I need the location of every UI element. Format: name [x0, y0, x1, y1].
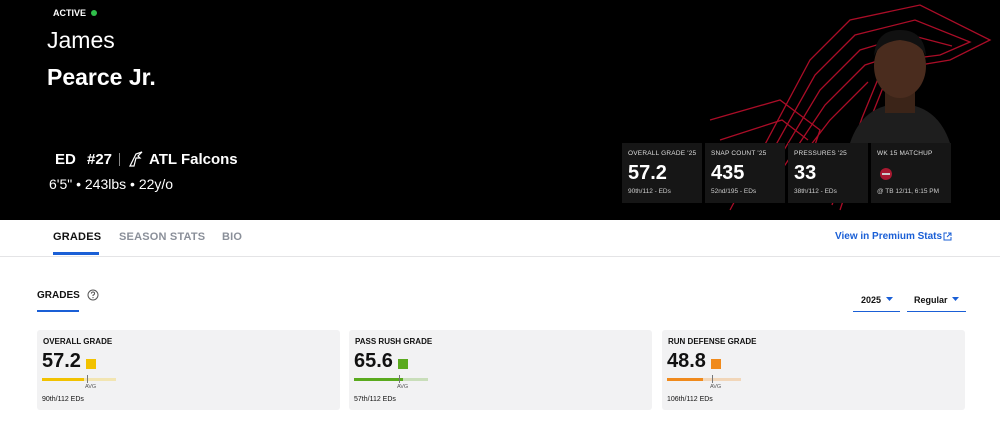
team-name: ATL Falcons [149, 151, 238, 168]
grade-card: RUN DEFENSE GRADE 48.8 AVG 106th/112 EDs [662, 330, 965, 410]
stat-rank: 38th/112 - EDs [794, 188, 837, 195]
type-dropdown[interactable]: Regular [907, 294, 966, 312]
average-label: AVG [85, 384, 97, 390]
last-name: Pearce Jr. [47, 64, 156, 90]
bio-line: 6'5" • 243lbs • 22y/o [49, 176, 174, 192]
status-dot [91, 10, 97, 16]
stat-rank: 90th/112 - EDs [628, 188, 671, 195]
team-logo [129, 151, 143, 167]
status: ACTIVE [53, 8, 87, 18]
stat-label: PRESSURES '25 [794, 150, 847, 157]
separator [119, 153, 120, 166]
section-title: GRADES [37, 290, 80, 301]
stat-value: 435 [711, 162, 745, 184]
tab[interactable]: SEASON STATS [119, 231, 206, 243]
dropdown-value: 2025 [861, 295, 882, 305]
grade-card: PASS RUSH GRADE 65.6 AVG 57th/112 EDs [349, 330, 652, 410]
grade-bar-fill [354, 378, 403, 381]
stat-value: 57.2 [628, 162, 667, 184]
grade-bar-fill [42, 378, 85, 381]
player-header: ACTIVE James Pearce Jr. ED #27 ATL Falco… [0, 0, 1000, 220]
grade-card: OVERALL GRADE 57.2 AVG 90th/112 EDs [37, 330, 340, 410]
grade-bar-track [354, 378, 428, 381]
average-marker [87, 375, 88, 383]
tab[interactable]: BIO [222, 231, 243, 243]
stat-card: PRESSURES '25 33 38th/112 - EDs [788, 143, 868, 203]
average-label: AVG [397, 384, 409, 390]
player-photo [850, 30, 950, 143]
caret [952, 297, 959, 301]
team-logo-background [709, 4, 992, 211]
grade-color-square [711, 359, 721, 369]
premium-link[interactable]: View in Premium Stats [835, 231, 943, 242]
average-marker [399, 375, 400, 383]
section-underline [37, 310, 79, 312]
grade-value: 48.8 [667, 350, 706, 372]
grade-bar-track [667, 378, 741, 381]
stat-card: OVERALL GRADE '25 57.2 90th/112 - EDs [622, 143, 702, 203]
external-icon [943, 232, 952, 241]
stat-card: WK 15 MATCHUP @ TB 12/11, 6:15 PM [871, 143, 951, 203]
stat-value: 33 [794, 162, 817, 184]
caret [886, 297, 893, 301]
stat-label: WK 15 MATCHUP [877, 150, 933, 157]
grade-title: OVERALL GRADE [43, 337, 113, 346]
season-dropdown[interactable]: 2025 [853, 294, 900, 312]
grade-rank: 90th/112 EDs [42, 396, 84, 403]
matchup-detail: @ TB 12/11, 6:15 PM [877, 188, 940, 195]
average-marker [712, 375, 713, 383]
stat-card: SNAP COUNT '25 435 52nd/195 - EDs [705, 143, 785, 203]
grade-rank: 106th/112 EDs [667, 396, 713, 403]
grade-value: 65.6 [354, 350, 393, 372]
grade-value: 57.2 [42, 350, 81, 372]
grade-rank: 57th/112 EDs [354, 396, 396, 403]
tab-underline [53, 252, 99, 255]
stat-label: OVERALL GRADE '25 [628, 150, 697, 157]
help-icon[interactable] [87, 289, 99, 301]
stat-label: SNAP COUNT '25 [711, 150, 767, 157]
stat-rank: 52nd/195 - EDs [711, 188, 757, 195]
grade-color-square [398, 359, 408, 369]
grade-bar-track [42, 378, 116, 381]
jersey-number: #27 [87, 151, 113, 168]
grade-bar-fill [667, 378, 704, 381]
opponent-logo [880, 168, 892, 180]
dropdown-value: Regular [914, 295, 948, 305]
grade-title: PASS RUSH GRADE [355, 337, 433, 346]
divider [0, 256, 1000, 257]
tab-active[interactable]: GRADES [53, 231, 102, 243]
grade-color-square [86, 359, 96, 369]
average-label: AVG [710, 384, 722, 390]
first-name: James [47, 27, 115, 53]
grade-title: RUN DEFENSE GRADE [668, 337, 757, 346]
position: ED [55, 151, 76, 168]
